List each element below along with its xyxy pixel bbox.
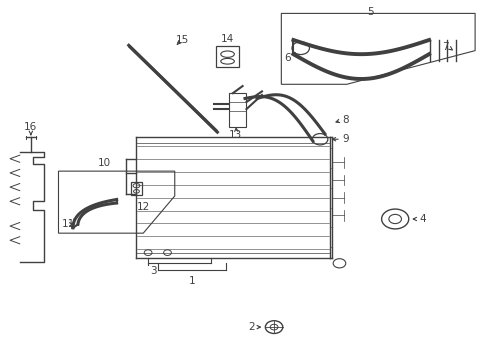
- Bar: [216, 46, 239, 67]
- Text: 11: 11: [62, 219, 75, 229]
- Text: 6: 6: [284, 53, 291, 63]
- Text: 7: 7: [442, 42, 448, 52]
- Text: 2: 2: [248, 322, 255, 332]
- Text: 1: 1: [188, 276, 195, 287]
- Text: 4: 4: [419, 214, 426, 224]
- Text: 13: 13: [229, 130, 242, 140]
- Bar: [229, 93, 246, 127]
- Text: 10: 10: [98, 158, 111, 168]
- Text: 12: 12: [137, 202, 150, 212]
- Bar: [131, 183, 142, 195]
- Text: 3: 3: [150, 266, 157, 276]
- Text: 14: 14: [221, 33, 234, 44]
- Text: 5: 5: [368, 6, 374, 17]
- Text: 16: 16: [24, 122, 38, 132]
- Text: 9: 9: [342, 134, 348, 144]
- Text: 15: 15: [175, 35, 189, 45]
- Text: 8: 8: [342, 115, 348, 125]
